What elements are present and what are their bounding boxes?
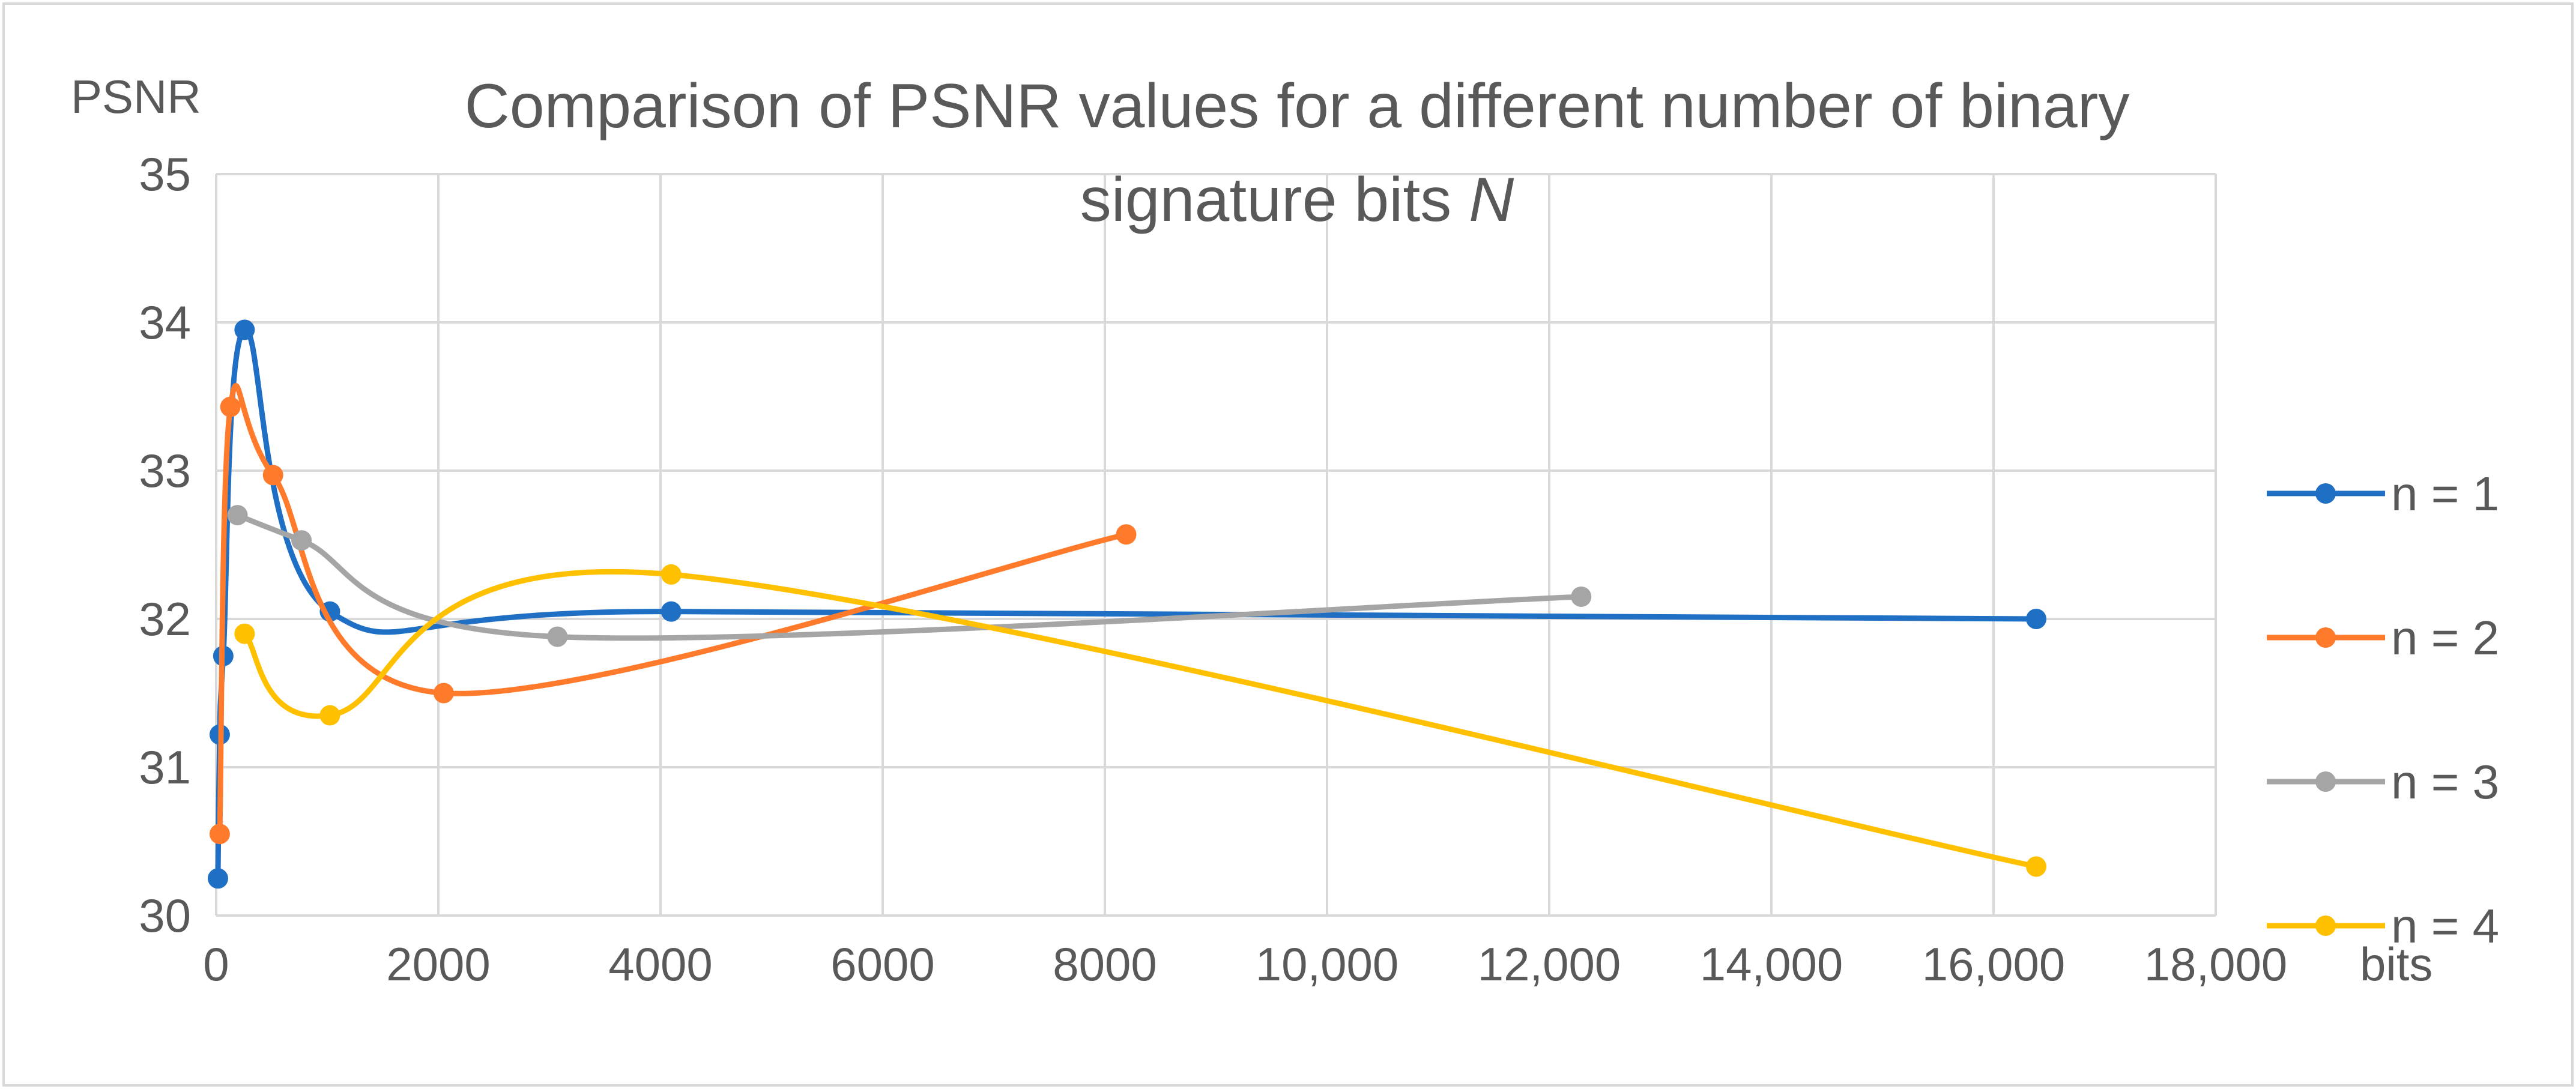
x-tick-label: 0 — [203, 938, 229, 991]
data-point — [209, 824, 230, 845]
chart-title-line-2: signature bits N — [1080, 165, 1514, 235]
chart-title-n-symbol: N — [1469, 165, 1514, 235]
y-tick-label: 31 — [139, 741, 191, 794]
y-axis-label: PSNR — [71, 70, 201, 123]
legend-item-1: n = 1 — [2267, 467, 2499, 520]
legend-label: n = 1 — [2391, 467, 2499, 520]
legend-item-2: n = 2 — [2267, 611, 2499, 665]
data-point — [1116, 524, 1137, 545]
data-point — [547, 626, 568, 647]
data-point — [262, 465, 283, 486]
series-4 — [234, 564, 2047, 877]
series-2 — [209, 382, 1137, 845]
legend-marker — [2315, 627, 2336, 648]
legend-item-3: n = 3 — [2267, 755, 2499, 809]
legend-marker — [2315, 483, 2336, 504]
data-point — [1571, 586, 1592, 607]
data-point — [220, 396, 241, 417]
data-point — [661, 564, 682, 585]
y-tick-label: 32 — [139, 593, 191, 645]
x-axis-label: bits — [2360, 938, 2432, 991]
data-point — [234, 319, 255, 340]
data-point — [433, 683, 454, 704]
x-tick-label: 12,000 — [1478, 938, 1621, 991]
tick-labels: 30 31 32 33 34 35 0 2000 4000 6000 8000 10,000 12,00… — [139, 148, 2287, 991]
x-tick-label: 14,000 — [1700, 938, 1843, 991]
series-3 — [227, 505, 1592, 647]
x-tick-label: 10,000 — [1256, 938, 1399, 991]
y-tick-label: 35 — [139, 148, 191, 201]
series-layer — [207, 319, 2047, 889]
legend-label: n = 4 — [2391, 899, 2499, 953]
x-tick-label: 2000 — [386, 938, 491, 991]
x-tick-label: 16,000 — [1922, 938, 2066, 991]
data-point — [2026, 609, 2047, 629]
data-point — [2026, 856, 2047, 877]
x-tick-label: 18,000 — [2144, 938, 2288, 991]
legend: n = 1 n = 2 n = 3 n = 4 — [2267, 467, 2499, 953]
data-point — [661, 601, 682, 622]
x-tick-label: 6000 — [830, 938, 935, 991]
y-tick-label: 30 — [139, 889, 191, 942]
series-line-2 — [217, 382, 1129, 837]
legend-label: n = 3 — [2391, 755, 2499, 809]
legend-label: n = 2 — [2391, 611, 2499, 665]
data-point — [207, 868, 228, 889]
chart-title-signature-bits: signature bits — [1080, 165, 1469, 235]
x-tick-label: 8000 — [1053, 938, 1157, 991]
x-tick-label: 4000 — [608, 938, 713, 991]
legend-item-4: n = 4 — [2267, 899, 2499, 953]
chart-title-line-1: Comparison of PSNR values for a differen… — [465, 71, 2130, 141]
data-point — [234, 623, 255, 644]
legend-marker — [2315, 916, 2336, 936]
y-tick-label: 33 — [139, 444, 191, 497]
data-point — [291, 530, 312, 551]
data-point — [227, 505, 248, 526]
data-point — [319, 705, 340, 726]
y-tick-label: 34 — [139, 296, 191, 349]
legend-marker — [2315, 771, 2336, 792]
